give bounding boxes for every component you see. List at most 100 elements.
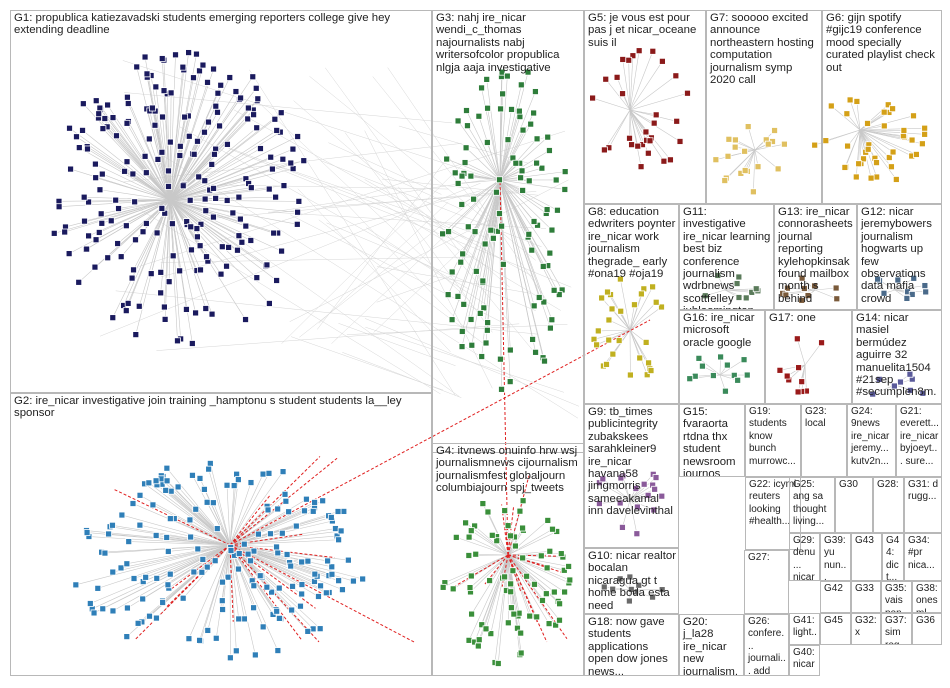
edge-cross-group (376, 273, 458, 303)
node-g6 (843, 110, 851, 118)
node-g3 (498, 68, 506, 76)
node-g3 (546, 147, 553, 154)
node-g1 (234, 246, 241, 254)
node-g1 (210, 65, 217, 73)
edge-g7 (754, 149, 779, 170)
group-label-g12: G12: nicar jeremybowers journalism hogwa… (861, 206, 936, 305)
node-g5 (619, 56, 627, 63)
edge-g2 (213, 502, 231, 546)
node-g1 (226, 74, 234, 81)
edge-g2 (229, 506, 268, 546)
group-box-g29: G29: denu... nicar cuen... (789, 533, 820, 581)
node-g1 (273, 277, 281, 284)
node-g3 (515, 107, 523, 115)
edge-g4 (469, 554, 509, 588)
node-g3 (508, 106, 515, 113)
edge-g1 (169, 199, 227, 267)
node-g1 (225, 243, 233, 251)
edge-g4 (494, 554, 509, 663)
node-g1 (244, 115, 252, 123)
node-g2 (139, 595, 147, 603)
node-g9 (599, 475, 607, 483)
node-g3 (470, 195, 477, 203)
node-g9 (633, 530, 641, 538)
node-g2 (192, 505, 200, 513)
group-label-g29: G29: denu... nicar cuen... (793, 535, 816, 581)
edge-g2 (90, 544, 231, 604)
node-g4 (510, 610, 518, 618)
node-g8 (617, 307, 625, 315)
node-g7 (764, 140, 772, 148)
edge-g6 (859, 127, 925, 131)
node-g1 (224, 140, 231, 148)
node-g4 (507, 580, 515, 588)
edge-g3 (465, 147, 501, 181)
node-g1 (160, 87, 168, 95)
node-g9 (652, 474, 660, 481)
node-g2 (256, 572, 264, 580)
node-g6 (873, 159, 880, 166)
edge-g8 (620, 278, 631, 331)
node-g14 (906, 370, 914, 378)
node-g2 (198, 568, 206, 576)
edge-g1 (169, 52, 189, 201)
node-g4 (533, 613, 541, 621)
node-g1 (172, 51, 179, 59)
node-g3 (451, 169, 459, 177)
group-label-g5: G5: je vous est pour pas j et nicar_ocea… (588, 12, 700, 49)
edge-g4 (485, 554, 509, 629)
edge-g1 (87, 148, 171, 201)
node-g1 (289, 145, 297, 153)
edge-g1 (144, 156, 171, 201)
node-g3 (533, 135, 541, 143)
node-g2 (337, 527, 345, 535)
edge-cross-group (365, 326, 565, 393)
node-g1 (257, 145, 264, 152)
node-g1 (143, 70, 151, 78)
edge-g2 (204, 489, 231, 546)
edge-g2 (229, 535, 338, 546)
edge-g1 (136, 66, 171, 201)
node-g2 (317, 582, 324, 590)
node-g2 (130, 575, 138, 582)
edge-g1 (169, 156, 271, 201)
edge-g1 (169, 199, 274, 234)
node-g3 (528, 246, 536, 254)
edge-g5 (629, 61, 663, 111)
node-g6 (880, 108, 888, 116)
node-g2 (149, 501, 157, 509)
node-g3 (484, 319, 492, 326)
node-g2 (124, 604, 131, 612)
node-g3 (487, 226, 495, 234)
node-g6 (885, 154, 893, 161)
node-g3 (471, 228, 479, 236)
group-box-g15: G15: fvaraorta rtdna thx student newsroo… (679, 404, 745, 477)
node-g2 (218, 597, 226, 605)
group-label-g30: G30 (839, 479, 858, 490)
node-g4 (507, 604, 515, 612)
node-g3 (457, 258, 465, 266)
node-g3 (475, 112, 483, 120)
node-g3 (496, 176, 503, 184)
group-box-g13: G13: ire_nicar connorasheets journal rep… (774, 204, 857, 310)
group-box-g39: G39: yu nun... (820, 533, 851, 581)
edge-g5 (628, 60, 631, 111)
edge-g1 (69, 127, 171, 201)
node-g8 (652, 298, 660, 306)
edge-g1 (95, 199, 171, 240)
edge-g3 (483, 179, 501, 308)
edge-cross-group (228, 148, 572, 288)
edge-g8 (629, 293, 642, 331)
edge-g5 (629, 50, 640, 111)
node-g14 (897, 378, 904, 386)
node-g16 (695, 354, 703, 362)
group-box-g6: G6: gijn spotify #gijc19 conference mood… (822, 10, 942, 204)
edge-g2 (229, 533, 259, 546)
edge-g3 (467, 125, 501, 181)
edge-g3 (499, 179, 533, 340)
node-g7 (721, 177, 729, 184)
node-g1 (145, 135, 153, 143)
node-g1 (242, 316, 249, 323)
edge-g2 (190, 536, 231, 546)
edge-g17 (804, 364, 807, 392)
